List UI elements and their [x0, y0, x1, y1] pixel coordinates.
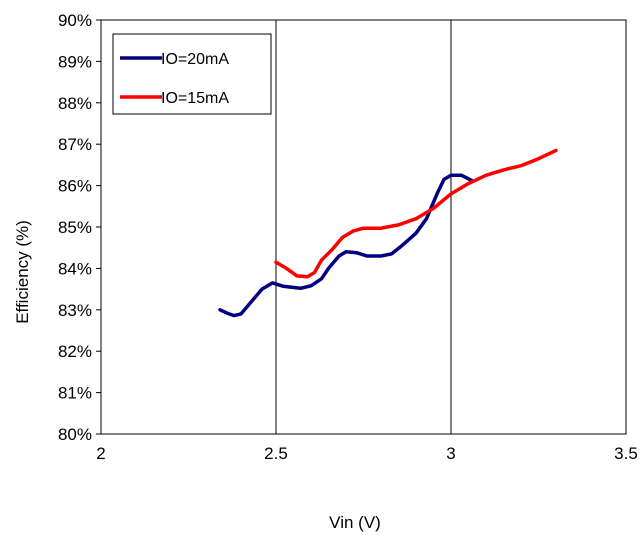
x-tick-label: 3.5: [614, 444, 638, 463]
y-tick-label: 84%: [58, 259, 92, 278]
y-tick-label: 82%: [58, 342, 92, 361]
series-lines: [218, 148, 558, 318]
legend-label-io20: IO=20mA: [161, 51, 229, 68]
y-tick-label: 87%: [58, 135, 92, 154]
series-line-io-20ma: [218, 173, 474, 318]
y-tick-label: 90%: [58, 11, 92, 30]
y-tick-label: 85%: [58, 218, 92, 237]
y-tick-label: 86%: [58, 177, 92, 196]
x-tick-label: 3: [446, 444, 455, 463]
legend-label-io15: IO=15mA: [161, 90, 229, 107]
legend: IO=20mA IO=15mA: [112, 33, 272, 115]
series-line-io-15ma: [274, 148, 558, 279]
y-tick-label: 80%: [58, 425, 92, 444]
legend-box: [112, 33, 272, 115]
y-tick-label: 83%: [58, 301, 92, 320]
x-axis-label: Vin (V): [329, 513, 381, 532]
x-tick-labels: 2 2.5 3 3.5: [96, 444, 638, 463]
y-tick-label: 89%: [58, 52, 92, 71]
y-axis-label: Efficiency (%): [13, 220, 32, 324]
y-tick-labels: 80% 81% 82% 83% 84% 85% 86% 87% 88% 89% 90%: [58, 11, 101, 444]
x-tick-label: 2: [96, 444, 105, 463]
y-tick-label: 81%: [58, 384, 92, 403]
y-tick-label: 88%: [58, 94, 92, 113]
x-tick-label: 2.5: [264, 444, 288, 463]
